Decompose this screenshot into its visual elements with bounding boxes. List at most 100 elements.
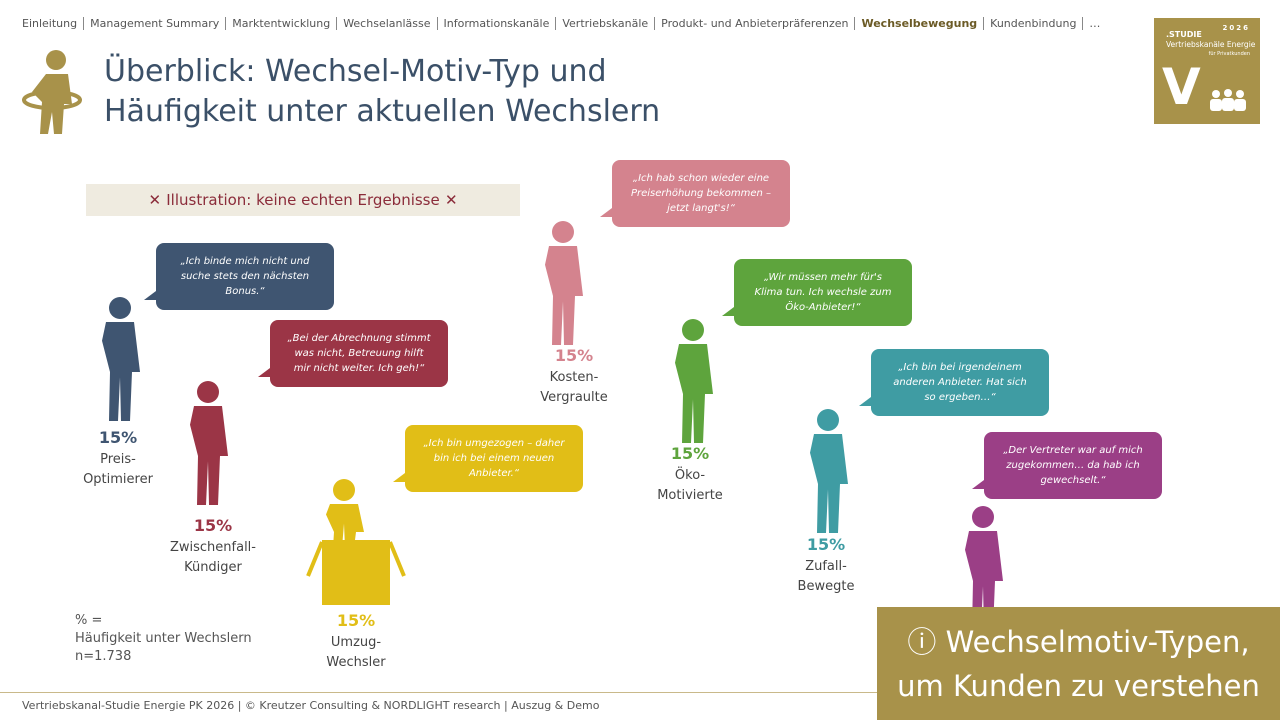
note: % = Häufigkeit unter Wechslern n=1.738: [75, 612, 252, 666]
quote-line: „Wir müssen mehr für's: [763, 272, 883, 283]
quote-bubble: „Bei der Abrechnung stimmt was nicht, Bet…: [258, 320, 448, 387]
footer-rule: [0, 692, 877, 693]
label-line: Wechsler: [326, 655, 386, 670]
figure-part: [817, 409, 839, 431]
quote-bubble: „Wir müssen mehr für's Klima tun. Ich wec…: [722, 259, 912, 326]
label-line: Optimierer: [83, 472, 153, 487]
quote-line: „Ich bin umgezogen – daher: [423, 438, 565, 449]
quote-bubble: „Ich hab schon wieder eine Preiserhöhung …: [600, 160, 790, 227]
disclaimer: ✕ Illustration: keine echten Ergebnisse …: [86, 184, 520, 216]
quote-line: jetzt langt's!“: [667, 203, 735, 214]
percent: 15%: [554, 346, 594, 365]
percent: 15%: [806, 535, 846, 554]
figure-part: [190, 406, 228, 505]
nav-item: Wechselbewegung: [854, 17, 983, 30]
figure-part: [306, 541, 324, 577]
quote-bubble: „Der Vertreter war auf mich zugekommen… d…: [972, 432, 1162, 499]
figure-part: [545, 246, 583, 345]
nav-item: Marktentwicklung: [225, 17, 336, 30]
nav-item: Wechselanlässe: [336, 17, 436, 30]
quote-line: bin ich bei einem neuen: [433, 453, 555, 464]
quote-line: Preiserhöhung bekommen –: [630, 188, 772, 199]
quote-bubble: „Ich bin bei irgendeinem anderen Anbieter…: [859, 349, 1049, 416]
quote-line: anderen Anbieter. Hat sich: [893, 377, 1027, 388]
logo-people: [1210, 89, 1246, 111]
percent: 15%: [98, 428, 138, 447]
quote-line: was nicht, Betreuung hilft: [294, 348, 424, 359]
logo-letter: V: [1162, 58, 1201, 116]
logo-study: .STUDIE: [1166, 30, 1202, 39]
figure-part: [322, 540, 390, 605]
nav-item: Management Summary: [83, 17, 225, 30]
figure-part: [333, 479, 355, 501]
persona-label: Kosten- Vergraulte: [514, 368, 634, 408]
label-line: Vergraulte: [540, 390, 608, 405]
figure-part: [682, 319, 704, 341]
quote-line: gewechselt.“: [1040, 475, 1106, 486]
quote-line: Bonus.“: [225, 286, 265, 297]
figure-part: [965, 531, 1003, 630]
label-line: Kündiger: [184, 560, 242, 575]
label-line: Zwischenfall-: [169, 540, 256, 555]
figure-part: [552, 221, 574, 243]
figure-part: [197, 381, 219, 403]
label-line: Öko-: [674, 468, 706, 483]
persona-label: Öko- Motivierte: [630, 466, 750, 506]
nav: Einleitung Management Summary Marktentwick…: [22, 17, 1106, 30]
quote-line: zugekommen… da hab ich: [1006, 460, 1140, 471]
note-line: % =: [75, 613, 103, 628]
quote-line: mir nicht weiter. Ich geh!“: [293, 363, 425, 374]
logo: .STUDIE 2026 Vertriebskanäle Energie für…: [1154, 18, 1260, 124]
nav-item: Produkt- und Anbieterpräferenzen: [654, 17, 854, 30]
persona-label: Zwischenfall- Kündiger: [153, 538, 273, 578]
figure-part: [810, 434, 848, 533]
nav-item: Kundenbindung: [983, 17, 1082, 30]
quote-line: suche stets den nächsten: [180, 271, 310, 282]
figure-part: [102, 322, 140, 421]
title-line: Häufigkeit unter aktuellen Wechslern: [104, 94, 661, 129]
quote-line: „Ich bin bei irgendeinem: [898, 362, 1022, 373]
callout: ⓘ Wechselmotiv-Typen, um Kunden zu verste…: [877, 607, 1280, 720]
figure-part: [109, 297, 131, 319]
figure-part: [972, 506, 994, 528]
disclaimer-text: Illustration: keine echten Ergebnisse: [166, 191, 440, 209]
quote-line: „Bei der Abrechnung stimmt: [287, 333, 431, 344]
quote-line: „Der Vertreter war auf mich: [1003, 445, 1143, 456]
persona-label: Preis- Optimierer: [58, 450, 178, 490]
note-line: Häufigkeit unter Wechslern: [75, 631, 252, 646]
percent: 15%: [670, 444, 710, 463]
persona-label: Umzug- Wechsler: [296, 633, 416, 673]
quote-line: so ergeben…“: [924, 392, 996, 403]
figure-part: [326, 504, 364, 548]
note-line: n=1.738: [75, 649, 132, 664]
nav-item: Einleitung: [22, 17, 78, 30]
label-line: Bewegte: [797, 579, 855, 594]
label-line: Preis-: [100, 452, 136, 467]
logo-text: Vertriebskanäle Energie: [1166, 40, 1256, 49]
quote-line: „Ich binde mich nicht und: [180, 256, 310, 267]
persona-label: Zufall- Bewegte: [766, 557, 886, 597]
callout-line: ⓘ Wechselmotiv-Typen,: [907, 624, 1250, 659]
title: Überblick: Wechsel-Motiv-Typ und Häufigke…: [104, 52, 660, 132]
header-icon: [22, 50, 82, 134]
label-line: Umzug-: [330, 635, 382, 650]
quote-bubble: „Ich binde mich nicht und suche stets den…: [144, 243, 334, 310]
quote-line: Öko-Anbieter!“: [785, 302, 861, 313]
logo-text: für Privatkunden: [1208, 51, 1250, 57]
footer: Vertriebskanal-Studie Energie PK 2026 | …: [22, 699, 600, 712]
quote-line: Klima tun. Ich wechsle zum: [754, 287, 892, 298]
quote-line: Anbieter.“: [468, 468, 520, 479]
title-line: Überblick: Wechsel-Motiv-Typ und: [104, 54, 607, 89]
nav-item: Vertriebskanäle: [555, 17, 654, 30]
figure-part: [388, 541, 406, 577]
label-line: Zufall-: [805, 559, 847, 574]
nav-item: …: [1082, 17, 1106, 30]
label-line: Kosten-: [549, 370, 599, 385]
nav-item: Informationskanäle: [436, 17, 556, 30]
figure-part: [675, 344, 713, 443]
callout-line: um Kunden zu verstehen: [897, 668, 1260, 703]
label-line: Motivierte: [657, 488, 723, 503]
percent: 15%: [336, 611, 376, 630]
